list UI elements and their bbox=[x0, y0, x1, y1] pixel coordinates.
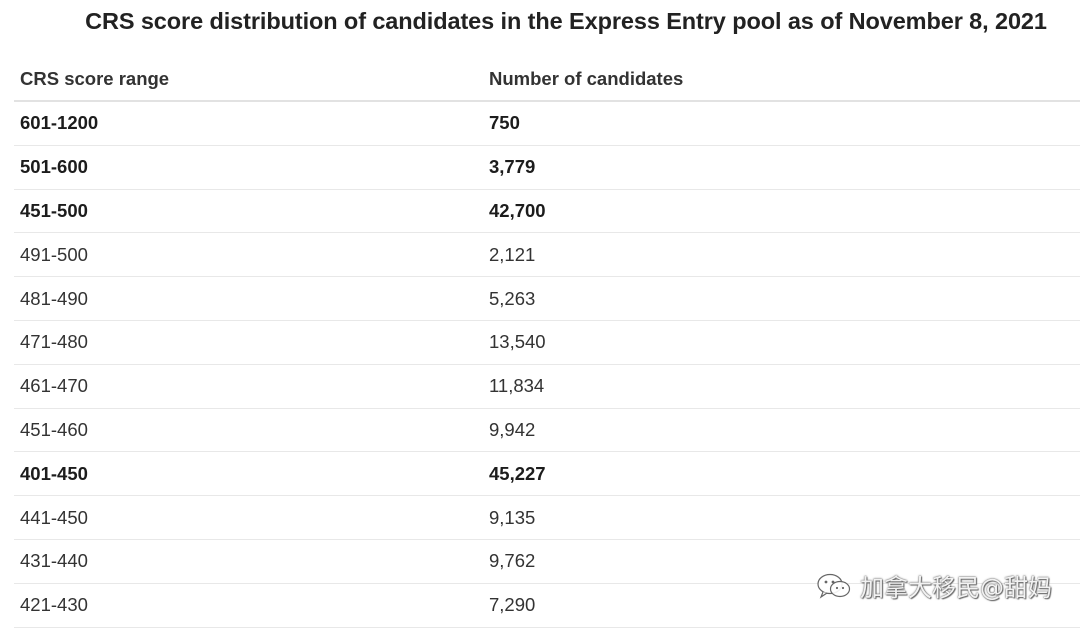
candidate-count-cell: 9,135 bbox=[483, 495, 1080, 540]
watermark-text: 加拿大移民@甜妈 bbox=[860, 574, 1052, 602]
score-range-cell: 431-440 bbox=[14, 539, 483, 584]
score-range-cell: 451-500 bbox=[14, 189, 483, 234]
score-range-cell: 461-470 bbox=[14, 364, 483, 409]
page-title: CRS score distribution of candidates in … bbox=[85, 8, 1047, 34]
candidate-count-cell: 9,762 bbox=[483, 539, 1080, 584]
watermark: 加拿大移民@甜妈 bbox=[816, 568, 1052, 603]
wechat-icon bbox=[817, 573, 851, 599]
candidate-count-cell: 3,779 bbox=[483, 145, 1080, 190]
candidate-count-cell: 13,540 bbox=[483, 320, 1080, 365]
candidate-count-cell: 45,227 bbox=[483, 451, 1080, 497]
score-range-cell: 491-500 bbox=[14, 232, 483, 278]
score-range-cell: 501-600 bbox=[14, 145, 483, 190]
crs-distribution-table: CRS score range Number of candidates 601… bbox=[14, 57, 1080, 628]
candidate-count-cell: 9,942 bbox=[483, 408, 1080, 453]
column-header-score-range: CRS score range bbox=[14, 57, 483, 102]
candidate-count-cell: 42,700 bbox=[483, 189, 1080, 234]
table-row: 481-490 5,263 bbox=[14, 276, 1080, 321]
score-range-cell: 601-1200 bbox=[14, 101, 483, 146]
candidate-count-cell: 7,290 bbox=[483, 583, 1080, 628]
score-range-cell: 481-490 bbox=[14, 276, 483, 321]
column-header-candidates: Number of candidates bbox=[483, 57, 1080, 102]
candidate-count-cell: 5,263 bbox=[483, 276, 1080, 321]
table-header-row: CRS score range Number of candidates bbox=[14, 57, 1080, 102]
table-row: 451-500 42,700 bbox=[14, 189, 1080, 234]
table-row: 471-480 13,540 bbox=[14, 320, 1080, 365]
table-row: 431-440 9,762 bbox=[14, 539, 1080, 584]
table-row: 461-470 11,834 bbox=[14, 364, 1080, 409]
score-range-cell: 471-480 bbox=[14, 320, 483, 365]
table-row: 451-460 9,942 bbox=[14, 408, 1080, 453]
candidate-count-cell: 750 bbox=[483, 101, 1080, 146]
score-range-cell: 421-430 bbox=[14, 583, 483, 628]
score-range-cell: 401-450 bbox=[14, 451, 483, 497]
score-range-cell: 451-460 bbox=[14, 408, 483, 453]
score-range-cell: 441-450 bbox=[14, 495, 483, 540]
table-row: 401-450 45,227 bbox=[14, 451, 1080, 497]
table-row: 441-450 9,135 bbox=[14, 495, 1080, 540]
table-row: 421-430 7,290 bbox=[14, 583, 1080, 628]
table-row: 501-600 3,779 bbox=[14, 145, 1080, 190]
table-row: 601-1200 750 bbox=[14, 101, 1080, 146]
table-row: 491-500 2,121 bbox=[14, 232, 1080, 278]
candidate-count-cell: 2,121 bbox=[483, 232, 1080, 278]
candidate-count-cell: 11,834 bbox=[483, 364, 1080, 409]
